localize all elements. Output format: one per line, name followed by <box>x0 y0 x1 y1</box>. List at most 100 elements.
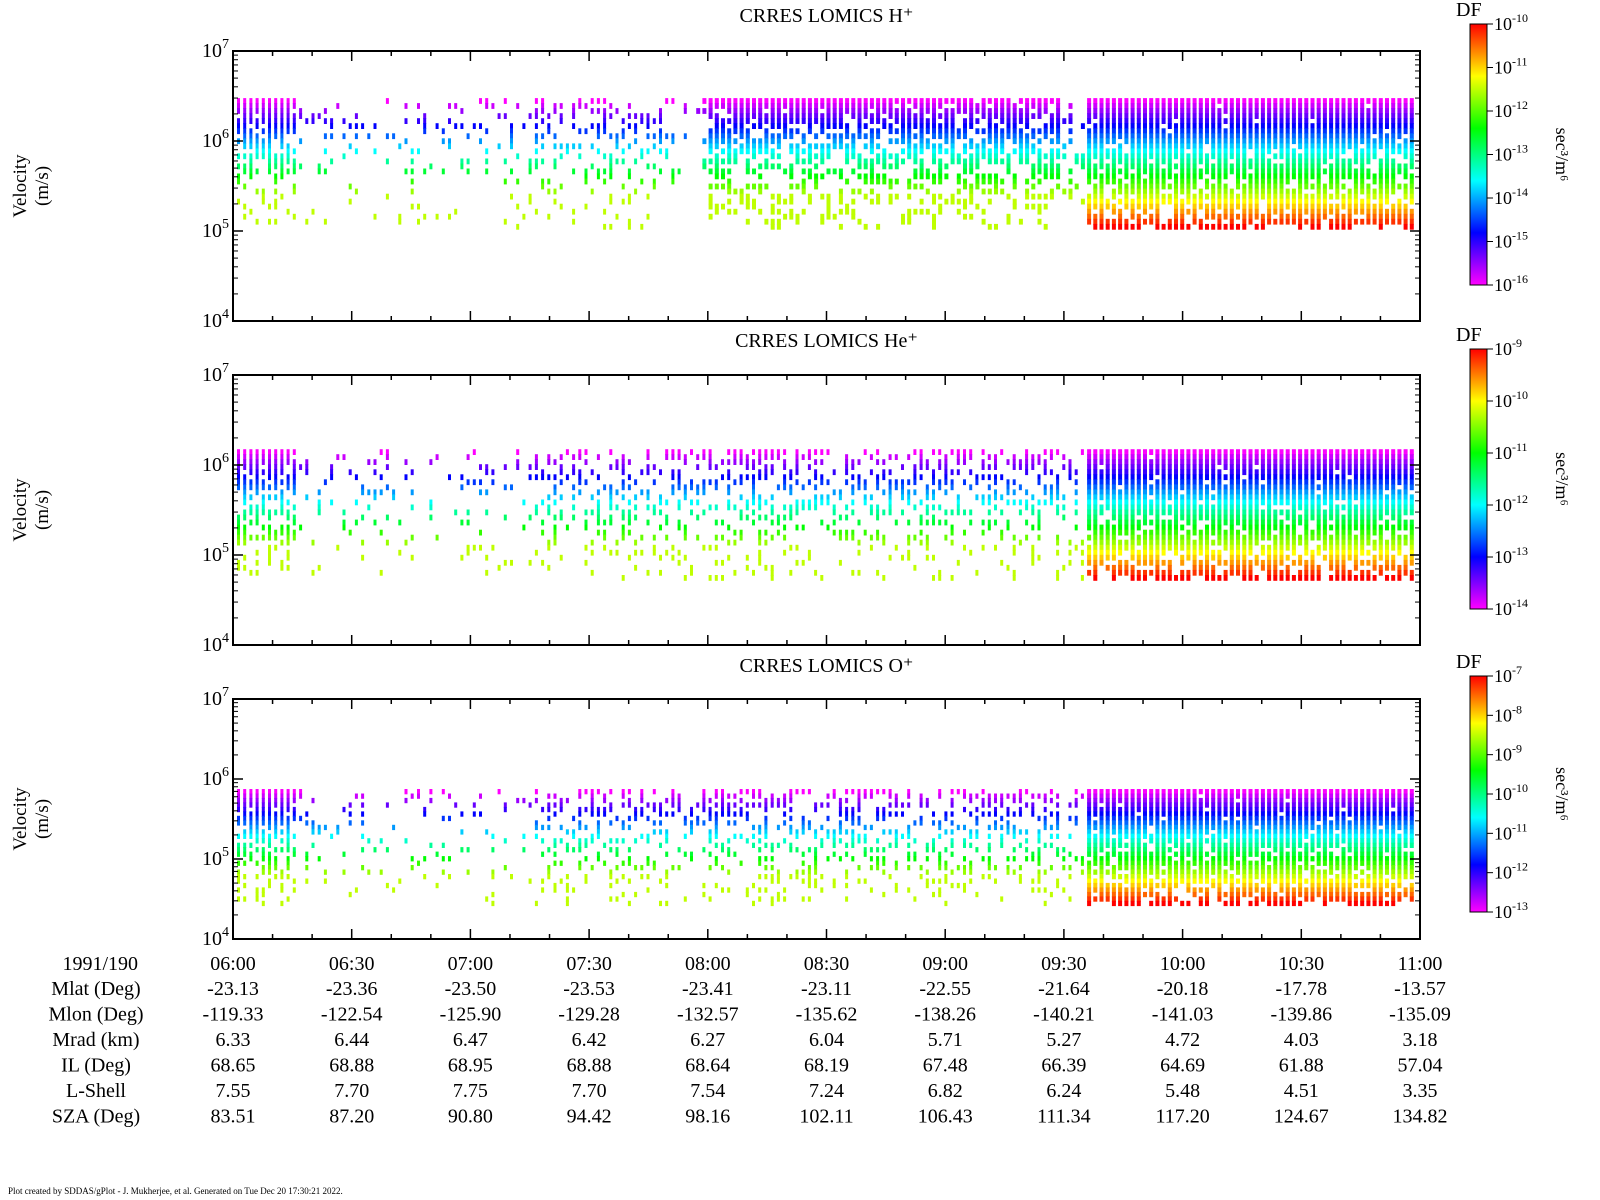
ephemeris-value: 68.19 <box>804 1055 849 1077</box>
ephemeris-value: 6.82 <box>928 1080 963 1102</box>
spectrogram-data <box>237 789 1414 907</box>
ephemeris-value: 61.88 <box>1279 1055 1324 1077</box>
ephemeris-value: 117.20 <box>1155 1106 1209 1128</box>
ephemeris-value: 5.71 <box>928 1029 963 1051</box>
y-axis-label: Velocity (m/s) <box>10 154 53 218</box>
ephemeris-value: -140.21 <box>1033 1004 1095 1026</box>
ephemeris-value: 124.67 <box>1274 1106 1329 1128</box>
panel-2: CRRES LOMICS He⁺ Velocity (m/s) 104 105 106 10… <box>10 324 1572 656</box>
ephemeris-value: 83.51 <box>211 1106 256 1128</box>
ephemeris-value: 68.88 <box>567 1055 612 1077</box>
ephemeris-value: -138.26 <box>914 1004 976 1026</box>
ephemeris-value: 7.70 <box>334 1080 369 1102</box>
colorbar-tick-label: 10-16 <box>1494 272 1528 295</box>
ephemeris-value: -13.57 <box>1394 978 1446 1000</box>
ephemeris-value: 3.35 <box>1403 1080 1438 1102</box>
time-tick-label: 08:30 <box>804 953 850 975</box>
y-axis-label-line: (m/s) <box>32 166 53 206</box>
colorbar-gradient <box>1469 348 1488 610</box>
ephemeris-value: -119.33 <box>203 1004 264 1026</box>
time-tick-label: 07:30 <box>566 953 612 975</box>
colorbar-gradient <box>1469 675 1488 913</box>
ephemeris-value: -23.36 <box>326 978 378 1000</box>
ephemeris-value: 90.80 <box>448 1106 493 1128</box>
ephemeris-value: -23.53 <box>563 978 615 1000</box>
panel-title: CRRES LOMICS H⁺ <box>740 5 914 27</box>
y-axis-label-line: Velocity <box>10 154 31 218</box>
ephemeris-row-label: Mlon (Deg) <box>49 1004 144 1026</box>
y-axis-label-line: (m/s) <box>32 799 53 839</box>
ephemeris-value: -129.28 <box>558 1004 620 1026</box>
panel-3: CRRES LOMICS O⁺ Velocity (m/s) 104 105 106 107… <box>10 651 1572 950</box>
y-tick-label: 107 <box>202 361 229 386</box>
y-tick-label: 105 <box>202 845 229 870</box>
spectrogram-panels: CRRES LOMICS H⁺Velocity (m/s)104105106107… <box>10 0 1572 950</box>
colorbar-gradient <box>1469 23 1488 286</box>
ephemeris-value: 68.64 <box>685 1055 730 1077</box>
time-tick-label: 10:30 <box>1279 953 1325 975</box>
y-axis-label: Velocity (m/s) <box>10 478 53 542</box>
colorbar: DF 10-7 10-8 10-9 10-10 10-11 10-12 10-13 sec³/m… <box>1456 651 1572 922</box>
ephemeris-value: 7.70 <box>572 1080 607 1102</box>
ephemeris-value: 4.72 <box>1165 1029 1200 1051</box>
ephemeris-row-label: SZA (Deg) <box>52 1106 140 1128</box>
colorbar: DF 10-9 10-10 10-11 10-12 10-13 10-14 sec³/m⁶ <box>1456 324 1572 619</box>
ephemeris-value: 102.11 <box>799 1106 853 1128</box>
ephemeris-table: 1991/190 06:00 06:30 07:00 07:30 08:00 08:30 09… <box>49 953 1451 1128</box>
colorbar-tick-label: 10-12 <box>1494 98 1528 121</box>
ephemeris-value: 5.27 <box>1046 1029 1081 1051</box>
ephemeris-value: -135.62 <box>796 1004 858 1026</box>
ephemeris-value: -23.41 <box>682 978 734 1000</box>
y-tick-label: 104 <box>202 925 229 950</box>
panel-title: CRRES LOMICS O⁺ <box>740 655 914 677</box>
colorbar-tick-label: 10-8 <box>1494 702 1522 725</box>
colorbar-tick-label: 10-13 <box>1494 142 1528 165</box>
ephemeris-value: 6.04 <box>809 1029 844 1051</box>
ephemeris-value: -23.11 <box>801 978 852 1000</box>
ephemeris-value: 6.24 <box>1046 1080 1081 1102</box>
ephemeris-value: 6.33 <box>216 1029 251 1051</box>
ephemeris-value: 7.24 <box>809 1080 844 1102</box>
plot-frame <box>232 50 1421 322</box>
ephemeris-value: 6.42 <box>572 1029 607 1051</box>
ephemeris-row-label: IL (Deg) <box>61 1055 131 1077</box>
time-tick-label: 08:00 <box>685 953 731 975</box>
ephemeris-value: -132.57 <box>677 1004 739 1026</box>
colorbar-label: DF <box>1456 651 1482 673</box>
colorbar-tick-label: 10-15 <box>1494 229 1528 252</box>
y-axis-label-line: Velocity <box>10 787 31 851</box>
ephemeris-value: -139.86 <box>1270 1004 1332 1026</box>
ephemeris-value: 3.18 <box>1403 1029 1438 1051</box>
colorbar-label: DF <box>1456 324 1482 346</box>
ephemeris-value: 68.65 <box>211 1055 256 1077</box>
ephemeris-value: -135.09 <box>1389 1004 1451 1026</box>
date-label: 1991/190 <box>62 953 138 975</box>
colorbar-tick-label: 10-12 <box>1494 492 1528 515</box>
y-tick-label: 106 <box>202 451 229 476</box>
ephemeris-value: 6.27 <box>690 1029 725 1051</box>
ephemeris-value: 6.47 <box>453 1029 488 1051</box>
spectrogram-data <box>237 449 1414 581</box>
colorbar-tick-label: 10-9 <box>1494 742 1522 765</box>
y-axis-label-line: (m/s) <box>32 490 53 530</box>
time-tick-label: 11:00 <box>1398 953 1443 975</box>
ephemeris-row-label: Mrad (km) <box>52 1029 139 1051</box>
colorbar-tick-label: 10-9 <box>1494 336 1522 359</box>
ephemeris-value: 87.20 <box>329 1106 374 1128</box>
ephemeris-value: -23.13 <box>207 978 259 1000</box>
colorbar-tick-label: 10-12 <box>1494 860 1528 883</box>
y-axis-label-line: Velocity <box>10 478 31 542</box>
ephemeris-value: 67.48 <box>923 1055 968 1077</box>
panel-1: CRRES LOMICS H⁺ Velocity (m/s) 104 105 106 107… <box>10 0 1572 332</box>
ephemeris-value: -17.78 <box>1275 978 1327 1000</box>
ephemeris-value: 98.16 <box>685 1106 730 1128</box>
y-tick-label: 107 <box>202 37 229 62</box>
y-tick-label: 106 <box>202 765 229 790</box>
y-tick-label: 106 <box>202 127 229 152</box>
ephemeris-value: 64.69 <box>1160 1055 1205 1077</box>
y-tick-label: 105 <box>202 217 229 242</box>
colorbar-tick-label: 10-11 <box>1494 440 1528 463</box>
colorbar-tick-label: 10-7 <box>1494 663 1522 686</box>
ephemeris-value: 134.82 <box>1393 1106 1448 1128</box>
time-tick-label: 09:00 <box>922 953 968 975</box>
